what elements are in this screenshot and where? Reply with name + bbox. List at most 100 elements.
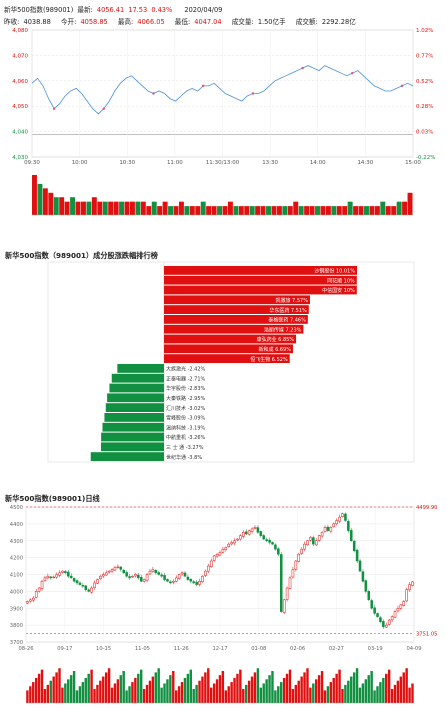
daily-candle-body <box>323 527 327 532</box>
daily-candle-body <box>352 540 356 552</box>
intraday-volume-bar <box>211 206 217 215</box>
daily-volume-bar <box>332 677 335 703</box>
amount-label: 成交额: <box>295 18 318 26</box>
daily-volume-bar <box>309 687 312 703</box>
daily-candle-body <box>358 560 362 572</box>
ranking-bar-label: 华东医药 7.51% <box>269 307 307 314</box>
daily-candle-body <box>192 581 196 584</box>
daily-candle-body <box>350 530 353 541</box>
intraday-volume-bar <box>358 206 364 215</box>
daily-candle-body <box>186 576 190 580</box>
intraday-y-tick: 4,080 <box>12 28 28 34</box>
intraday-volume-bar <box>97 201 103 215</box>
daily-volume-bar <box>198 680 201 703</box>
daily-candle-body <box>55 574 58 578</box>
change-pct: 0.43% <box>151 6 173 14</box>
daily-low-label: 3751.05 <box>416 631 437 637</box>
ranking-bar <box>164 354 290 363</box>
daily-candle-body <box>370 600 373 609</box>
daily-candle-body <box>291 569 295 578</box>
constituent-ranking-chart: 沙钢股份 10.01% 同花顺 10% 中信国安 10% 凯撒旅 7.57% 华东医药 … <box>47 261 415 463</box>
daily-volume-bar <box>215 679 219 703</box>
daily-candle-body <box>201 575 204 583</box>
daily-volume-bar <box>233 677 236 703</box>
daily-volume-bar <box>61 687 64 703</box>
daily-candle-body <box>139 576 143 582</box>
daily-volume-bar <box>230 682 233 703</box>
daily-candle-body <box>69 575 73 579</box>
daily-candle-body <box>244 531 248 535</box>
daily-volume-bar <box>122 671 125 703</box>
ranking-bar-label: 华宇股份 -2.83% <box>166 385 206 392</box>
daily-candle-body <box>125 572 128 577</box>
intraday-volume-bar <box>298 206 304 215</box>
daily-candle-body <box>52 576 55 579</box>
daily-candle-body <box>43 577 47 581</box>
daily-volume-bar <box>169 675 172 703</box>
daily-candle-body <box>288 577 292 589</box>
daily-volume-bar <box>387 669 391 703</box>
daily-volume-bar <box>207 668 210 703</box>
intraday-volume-bar <box>238 206 244 215</box>
daily-volume-bar <box>212 683 216 703</box>
intraday-x-tick: 13:30 <box>262 160 278 166</box>
intraday-x-tick: 09:30 <box>24 160 40 166</box>
intraday-volume-bar <box>293 201 299 215</box>
intraday-volume-bar <box>124 201 130 215</box>
intraday-point <box>201 84 205 88</box>
daily-candle-body <box>259 531 263 536</box>
daily-volume-bar <box>247 680 251 703</box>
daily-candle-body <box>279 554 283 612</box>
daily-candle-body <box>177 574 181 579</box>
daily-x-tick: 11-26 <box>174 646 189 652</box>
daily-candle-body <box>195 581 198 585</box>
low-label: 最低: <box>174 18 191 26</box>
intraday-x-tick: 11:30/13:00 <box>206 160 240 166</box>
daily-volume-bar <box>137 673 140 703</box>
daily-volume-bar <box>34 677 38 703</box>
ranking-bar-label: 三 士 通 -3.27% <box>166 444 204 451</box>
prev-close-label: 昨收: <box>4 18 20 26</box>
amount-value: 2292.28亿 <box>321 18 356 26</box>
intraday-y-tick: 4,050 <box>12 104 28 110</box>
daily-volume-bar <box>128 686 131 703</box>
daily-x-tick: 04-09 <box>406 646 421 652</box>
daily-candle-body <box>172 581 175 583</box>
daily-volume-bar <box>367 675 370 703</box>
daily-volume-bar <box>67 679 70 703</box>
daily-volume-bar <box>288 669 292 703</box>
daily-volume-bar <box>154 672 157 703</box>
daily-candle-body <box>104 572 108 576</box>
daily-candle-body <box>67 571 70 577</box>
daily-candle-body <box>265 539 268 541</box>
daily-volume-bar <box>393 684 397 703</box>
daily-candle-body <box>142 579 146 582</box>
daily-candle-body <box>134 574 137 577</box>
daily-volume-bar <box>99 680 102 703</box>
daily-candle-body <box>218 552 222 556</box>
daily-candle-body <box>253 527 257 529</box>
daily-volume-bar <box>90 669 93 703</box>
intraday-volume-bar <box>244 206 250 215</box>
intraday-volume-bar <box>336 206 342 215</box>
open-value: 4058.85 <box>80 18 108 26</box>
ranking-bar <box>164 324 304 334</box>
daily-volume-bar <box>224 690 227 703</box>
daily-candle-body <box>49 576 53 579</box>
ranking-bar <box>164 344 293 354</box>
daily-candle-body <box>387 619 391 625</box>
daily-candle-body <box>151 569 155 572</box>
daily-candle-body <box>215 554 219 557</box>
intraday-y-tick: 4,060 <box>12 79 28 85</box>
quote-date: 2020/04/09 <box>184 6 223 14</box>
daily-candle-body <box>242 532 245 537</box>
intraday-volume-bar <box>195 206 201 215</box>
daily-volume-bar <box>373 690 376 703</box>
ranking-bar <box>101 432 164 442</box>
daily-candle-body <box>198 581 201 585</box>
daily-volume-bar <box>399 676 403 703</box>
ranking-bar-label: 正泰电器 -2.71% <box>166 375 206 382</box>
daily-volume-bar <box>265 679 268 703</box>
ranking-bar <box>164 295 310 305</box>
intraday-volume-bar <box>189 206 195 215</box>
